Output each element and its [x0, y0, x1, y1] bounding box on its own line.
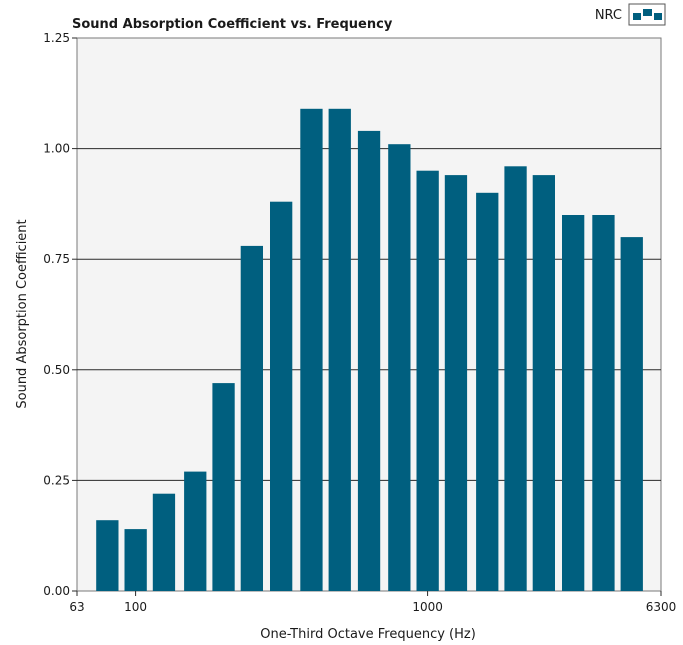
bar [476, 192, 499, 592]
bar [240, 245, 263, 591]
y-tick-label: 1.00 [43, 142, 70, 156]
y-axis-label: Sound Absorption Coefficient [15, 219, 30, 408]
x-tick-label: 6300 [646, 600, 677, 614]
bar [152, 493, 176, 591]
legend[interactable]: NRC [595, 3, 666, 26]
bars [96, 108, 643, 592]
bar [504, 166, 527, 592]
legend-swatch-icon [628, 3, 666, 26]
x-axis-ticks: 63 100 1000 6300 [69, 591, 676, 614]
y-axis-ticks: 0.00 0.25 0.50 0.75 1.00 1.25 [43, 31, 77, 598]
bar [300, 108, 323, 592]
bar [444, 175, 468, 591]
bar [184, 471, 207, 591]
bar [416, 170, 439, 591]
x-axis-label: One-Third Octave Frequency (Hz) [260, 627, 476, 642]
y-tick-label: 0.75 [43, 252, 70, 266]
bar [124, 529, 147, 591]
bar [620, 237, 643, 591]
bar [562, 215, 585, 591]
y-tick-label: 0.50 [43, 363, 70, 377]
x-tick-label: 100 [124, 600, 147, 614]
y-tick-label: 1.25 [43, 31, 70, 45]
bar [328, 108, 351, 592]
bar [592, 215, 615, 591]
bar [388, 144, 411, 591]
x-tick-label: 1000 [412, 600, 443, 614]
y-tick-label: 0.00 [43, 584, 70, 598]
bar [532, 175, 555, 591]
bar [212, 383, 235, 591]
bar [270, 201, 293, 591]
y-tick-label: 0.25 [43, 473, 70, 487]
bar [96, 520, 119, 591]
chart-title: Sound Absorption Coefficient vs. Frequen… [72, 17, 393, 32]
bar [357, 130, 381, 591]
x-tick-label: 63 [69, 600, 84, 614]
legend-label: NRC [595, 8, 622, 23]
